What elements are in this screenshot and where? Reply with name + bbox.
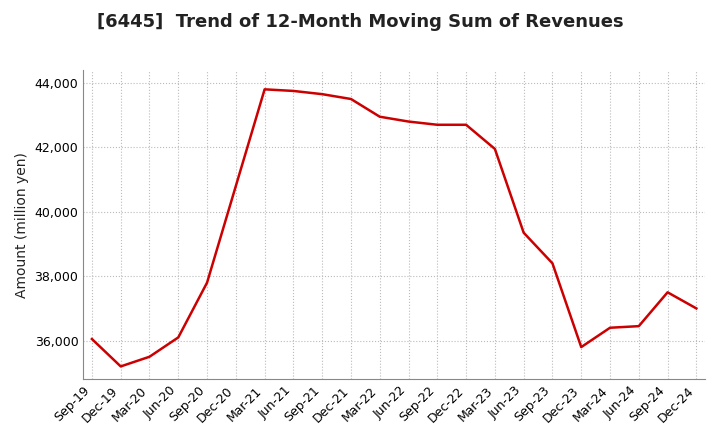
Text: [6445]  Trend of 12-Month Moving Sum of Revenues: [6445] Trend of 12-Month Moving Sum of R… — [96, 13, 624, 31]
Y-axis label: Amount (million yen): Amount (million yen) — [15, 152, 29, 297]
